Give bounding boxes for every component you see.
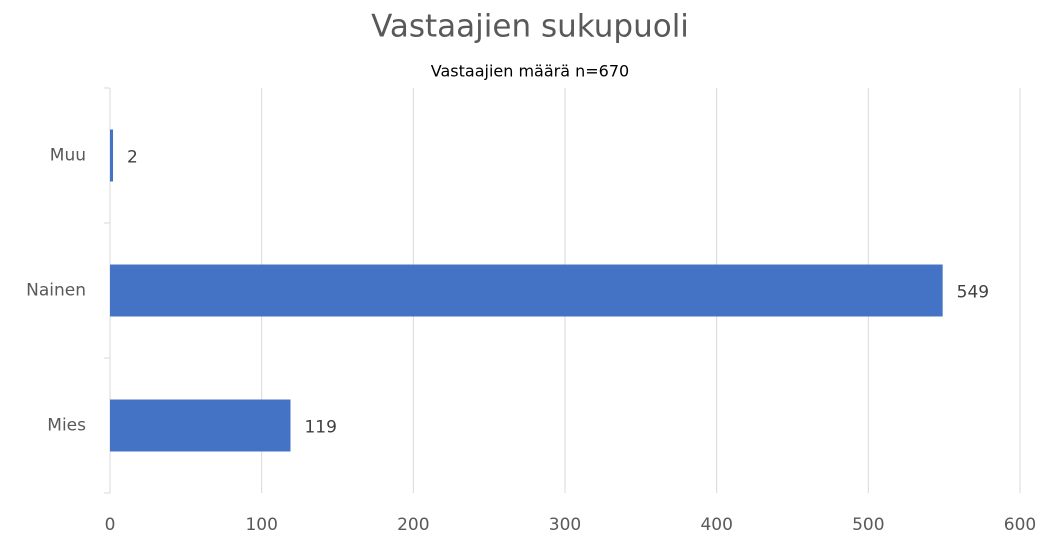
y-tick-label: Nainen — [26, 281, 86, 301]
chart-title: Vastaajien sukupuoli — [371, 9, 689, 45]
bar — [110, 264, 943, 317]
x-tick-label: 400 — [700, 515, 732, 535]
y-tick-label: Muu — [50, 146, 86, 166]
bar — [110, 399, 291, 452]
x-tick-label: 600 — [1004, 515, 1036, 535]
bar — [110, 129, 114, 182]
x-tick-label: 200 — [397, 515, 429, 535]
data-label: 549 — [957, 283, 989, 303]
chart-subtitle: Vastaajien määrä n=670 — [431, 62, 629, 81]
x-tick-label: 500 — [852, 515, 884, 535]
x-tick-label: 0 — [105, 515, 116, 535]
y-tick-label: Mies — [47, 416, 86, 436]
data-label: 2 — [127, 148, 138, 168]
x-tick-label: 300 — [549, 515, 581, 535]
x-tick-label: 100 — [245, 515, 277, 535]
data-label: 119 — [304, 418, 336, 438]
